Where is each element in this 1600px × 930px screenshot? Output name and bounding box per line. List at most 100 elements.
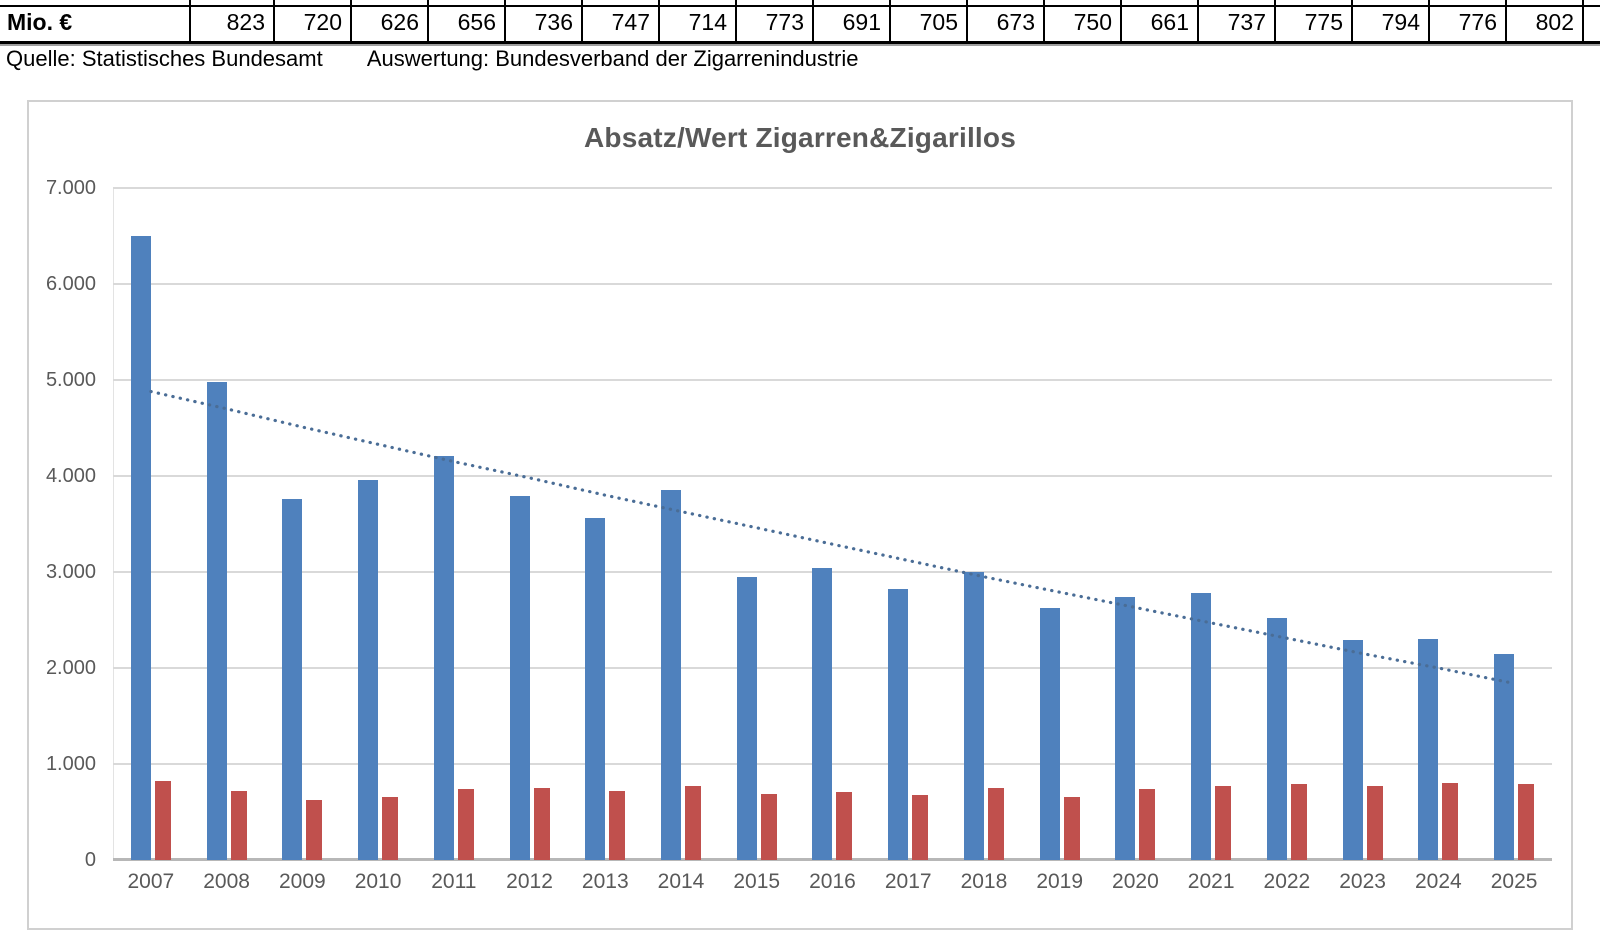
- x-axis-line: [113, 858, 1552, 861]
- trendline-path: [149, 389, 1516, 685]
- wert-bar-2017: [912, 795, 929, 860]
- x-axis-year-label: 2012: [506, 870, 553, 893]
- absatz-bar-2018: [963, 572, 984, 860]
- chart-card: Absatz/Wert Zigarren&Zigarillos 0 1.000 2.…: [27, 100, 1573, 930]
- source-auswertung: Auswertung: Bundesverband der Zigarrenin…: [366, 46, 859, 71]
- wert-bar-2018: [987, 788, 1004, 860]
- table-value-cell[interactable]: 705: [891, 0, 968, 41]
- table-value-cell[interactable]: 737: [1199, 0, 1276, 41]
- absatz-bar-2013: [585, 518, 606, 860]
- wert-bar-2025: [1518, 784, 1535, 860]
- absatz-bar-2011: [433, 455, 454, 860]
- bar-group-2017: [870, 188, 946, 860]
- table-row-label-cell[interactable]: Mio. €: [0, 0, 191, 41]
- x-axis-year-label: 2016: [809, 870, 856, 893]
- bar-group-2015: [719, 188, 795, 860]
- table-value-cell[interactable]: 776: [1430, 0, 1507, 41]
- y-axis-tick-label: 0: [84, 849, 96, 871]
- wert-bar-2008: [230, 790, 247, 860]
- wert-bar-2015: [760, 793, 777, 860]
- table-value-cell[interactable]: 656: [429, 0, 506, 41]
- absatz-bar-2023: [1342, 640, 1363, 860]
- x-axis-labels: 2007 2008 2009 2010 2011 2012 2013 2014 2015 2016…: [113, 870, 1552, 894]
- table-value-cell[interactable]: 736: [506, 0, 583, 41]
- bar-group-2025: [1476, 188, 1552, 860]
- absatz-bar-2021: [1191, 593, 1212, 860]
- wert-bar-2020: [1139, 789, 1156, 860]
- table-value-cell[interactable]: 802: [1507, 0, 1584, 41]
- absatz-bar-2015: [736, 576, 757, 860]
- bar-group-2010: [340, 188, 416, 860]
- table-value-cell[interactable]: 626: [352, 0, 429, 41]
- bar-group-2020: [1098, 188, 1174, 860]
- x-axis-year-label: 2021: [1187, 870, 1235, 893]
- y-axis-tick-label: 7.000: [45, 177, 96, 199]
- table-value-cell[interactable]: 714: [660, 0, 737, 41]
- bar-group-2019: [1022, 188, 1098, 860]
- table-value-cell[interactable]: 750: [1045, 0, 1122, 41]
- x-axis-year-label: 2023: [1339, 870, 1386, 893]
- plot-area: 0 1.000 2.000 3.000 4.000 5.000 6.000 7.000: [46, 177, 1552, 871]
- y-axis-tick-label: 1.000: [45, 753, 96, 775]
- y-axis-line: [113, 188, 114, 860]
- table-value-cell[interactable]: 691: [814, 0, 891, 41]
- absatz-bar-2024: [1418, 639, 1439, 860]
- bar-group-2024: [1400, 188, 1476, 860]
- bar-group-2013: [567, 188, 643, 860]
- absatz-bar-2007: [130, 236, 151, 860]
- table-value-cell[interactable]: 661: [1122, 0, 1199, 41]
- gridline: [113, 763, 1552, 765]
- bar-group-2021: [1173, 188, 1249, 860]
- x-axis-year-label: 2015: [733, 870, 781, 893]
- gridline: [113, 187, 1552, 189]
- wert-bar-2023: [1366, 785, 1383, 860]
- bar-group-2023: [1325, 188, 1401, 860]
- absatz-bar-2012: [509, 496, 530, 860]
- wert-bar-2022: [1290, 783, 1307, 860]
- y-axis-tick-label: 4.000: [45, 465, 96, 487]
- absatz-bar-2019: [1039, 607, 1060, 860]
- y-axis-tick-label: 3.000: [45, 561, 96, 583]
- bar-group-2009: [264, 188, 340, 860]
- absatz-bar-2016: [812, 568, 833, 860]
- absatz-bar-2009: [282, 499, 303, 860]
- wert-bar-2012: [533, 788, 550, 860]
- wert-bar-2016: [836, 792, 853, 860]
- absatz-bar-2025: [1494, 653, 1515, 860]
- table-value-cell[interactable]: 673: [968, 0, 1045, 41]
- x-axis-year-label: 2019: [1036, 870, 1084, 893]
- x-axis-year-label: 2009: [278, 870, 326, 893]
- table-value-cell[interactable]: 773: [737, 0, 814, 41]
- x-axis-year-label: 2018: [960, 870, 1008, 893]
- x-axis-year-label: 2025: [1490, 870, 1538, 893]
- wert-bar-2007: [154, 781, 171, 860]
- absatz-bar-2008: [206, 381, 227, 860]
- x-axis-year-label: 2008: [203, 870, 250, 893]
- wert-bar-2024: [1442, 783, 1459, 860]
- table-value-cell[interactable]: 794: [1353, 0, 1430, 41]
- absatz-bar-2022: [1266, 618, 1287, 860]
- bar-group-2014: [643, 188, 719, 860]
- wert-bar-2013: [609, 791, 626, 860]
- x-axis-year-label: 2014: [657, 870, 705, 893]
- table-top-border: [0, 5, 1600, 7]
- bar-group-2022: [1249, 188, 1325, 860]
- table-value-cell[interactable]: 747: [583, 0, 660, 41]
- absatz-bar-2014: [661, 490, 681, 860]
- trendline: [149, 389, 1516, 685]
- table-value-cell[interactable]: 775: [1276, 0, 1353, 41]
- gridline: [113, 283, 1552, 285]
- wert-bar-2014: [685, 785, 701, 860]
- x-axis-year-label: 2010: [354, 870, 402, 893]
- data-table-row: Mio. € 823 720 626 656 736 747 714 773 691 705 673…: [0, 0, 1600, 44]
- absatz-bar-2020: [1115, 596, 1136, 860]
- x-axis-year-label: 2011: [431, 870, 477, 893]
- wert-bar-2019: [1063, 796, 1080, 860]
- bar-groups: [113, 188, 1552, 860]
- wert-bar-2010: [382, 797, 399, 860]
- table-value-cell[interactable]: 720: [275, 0, 352, 41]
- absatz-bar-2010: [358, 479, 379, 860]
- x-axis-year-label: 2013: [581, 870, 629, 893]
- bar-group-2007: [113, 188, 189, 860]
- table-value-cell[interactable]: 823: [191, 0, 275, 41]
